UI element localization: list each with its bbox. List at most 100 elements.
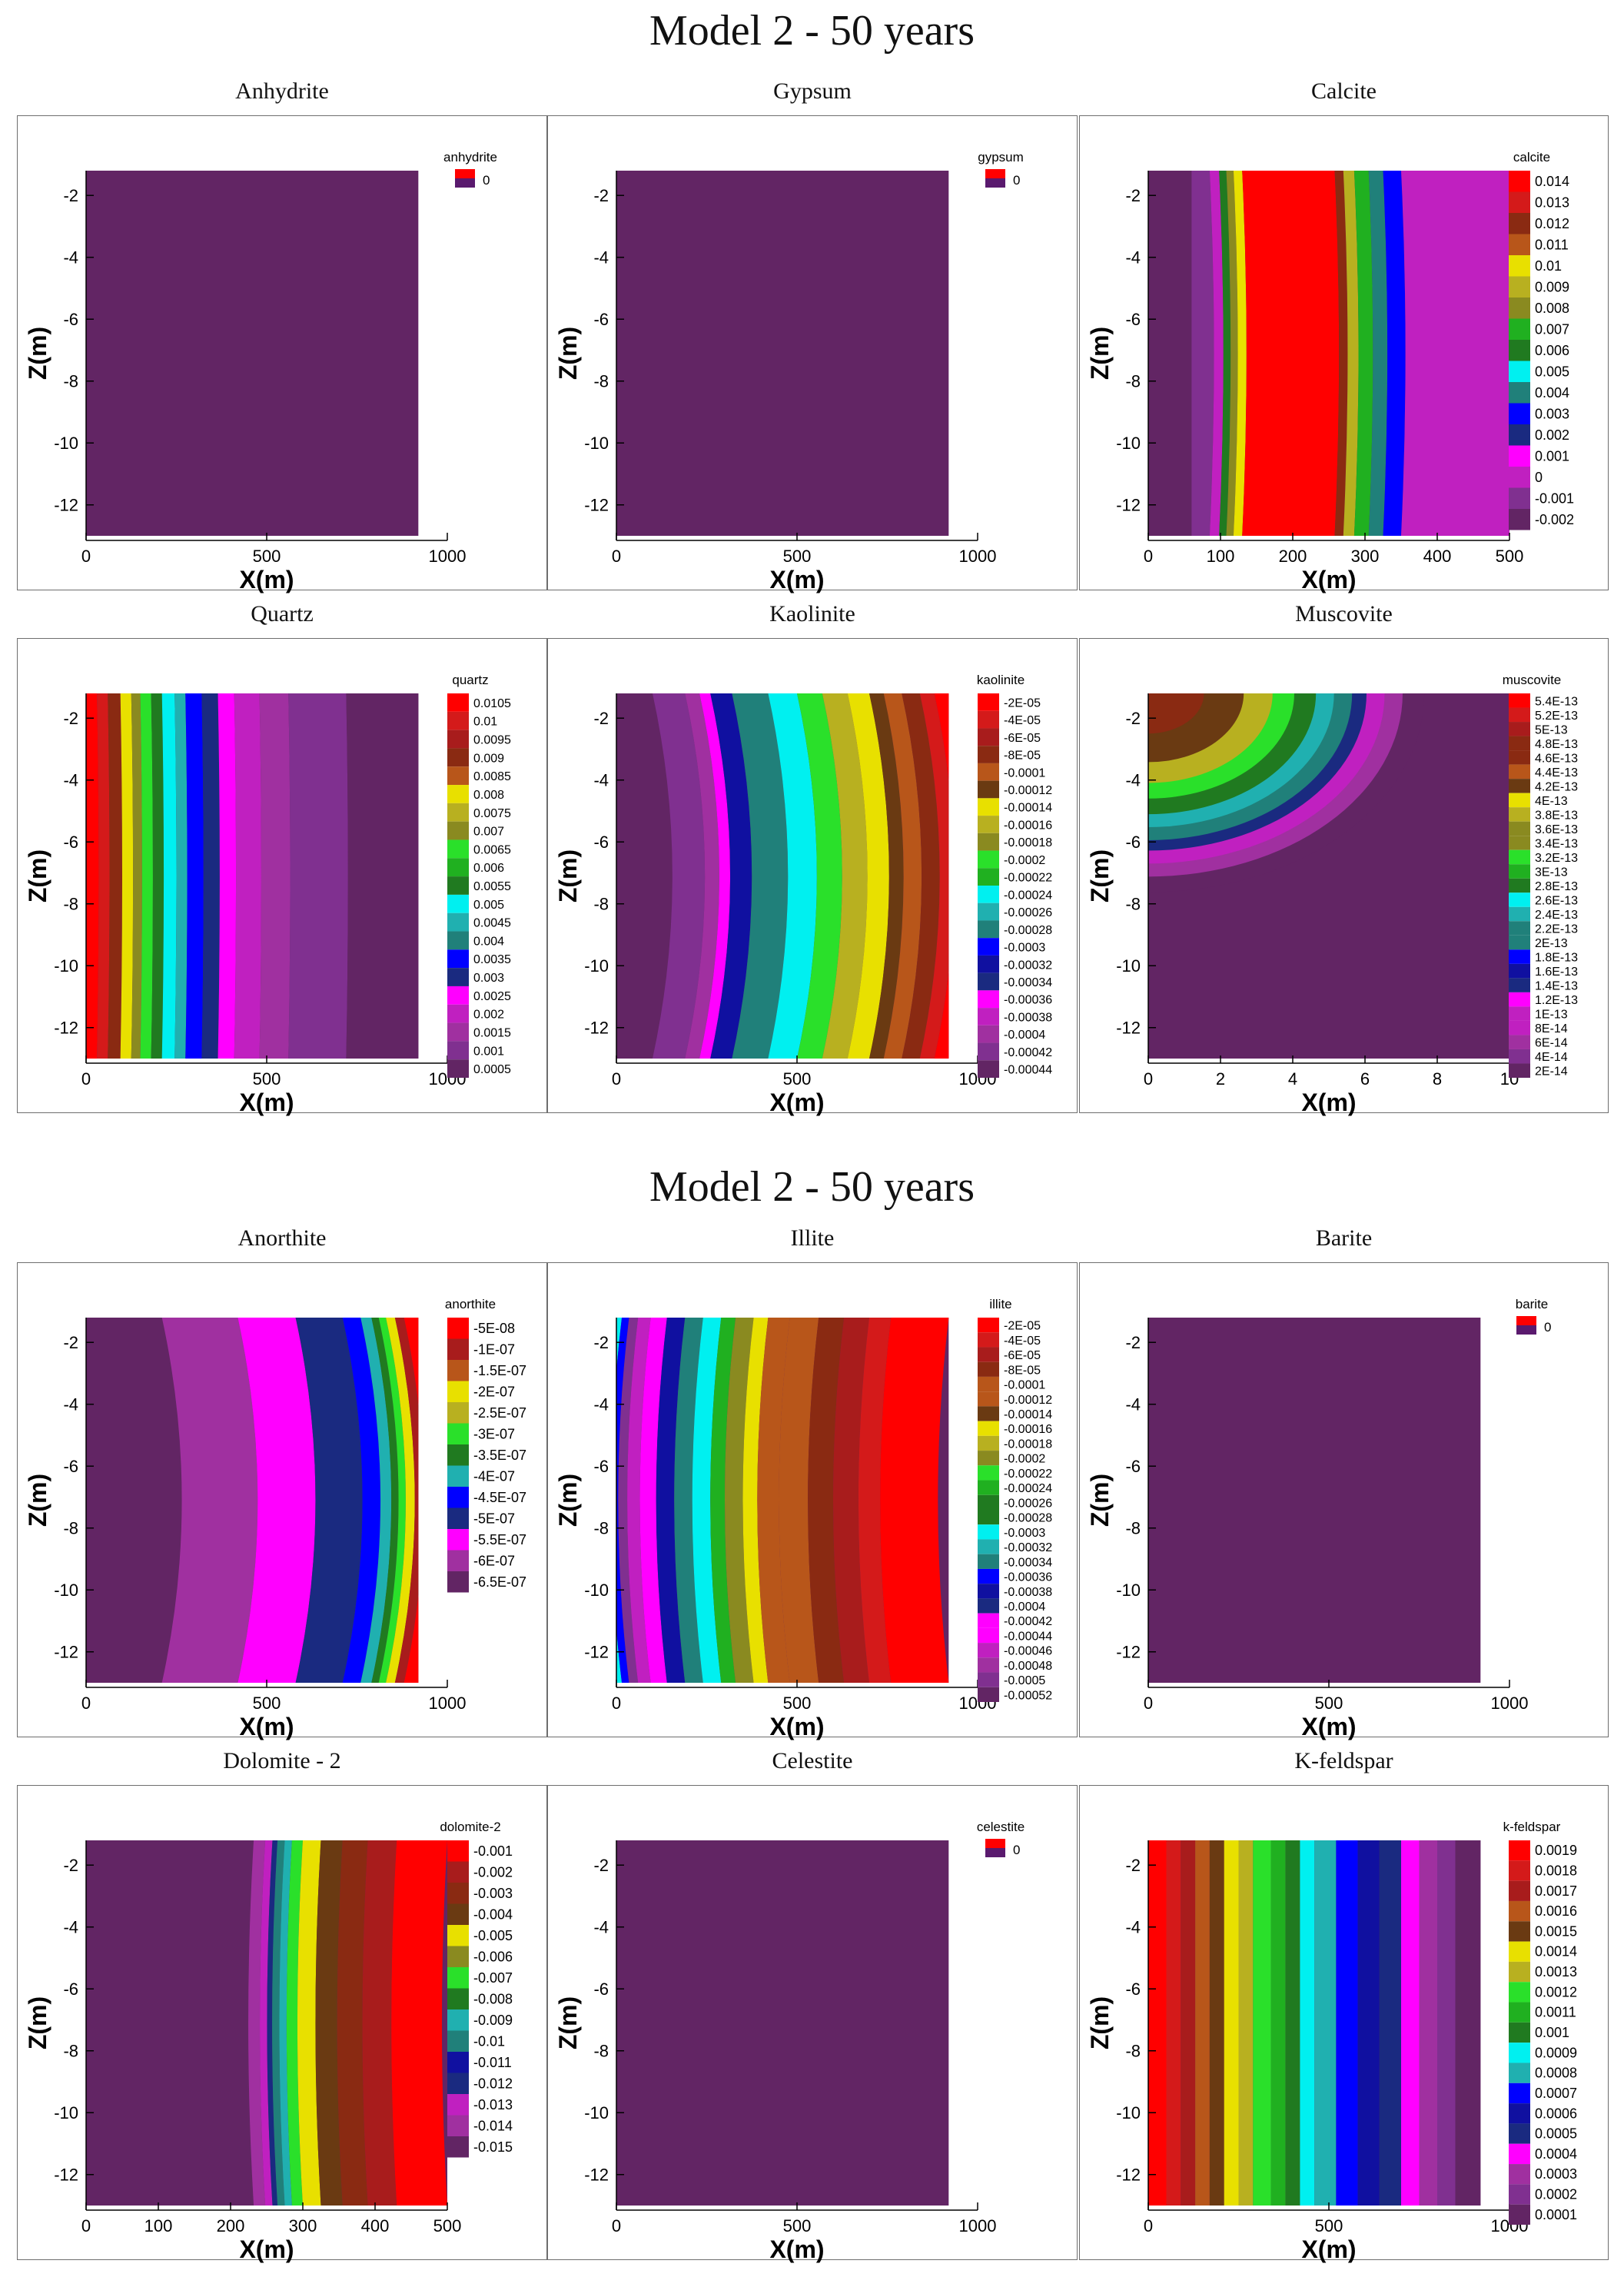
- y-axis-label: Z(m): [24, 1474, 51, 1527]
- legend-label: -0.015: [473, 2139, 513, 2155]
- legend-swatch: [978, 1598, 999, 1614]
- legend-swatch: [1509, 2184, 1530, 2205]
- legend-label: -8E-05: [1004, 750, 1041, 763]
- legend-label: -0.0004: [1004, 1029, 1045, 1042]
- legend-label: 4E-13: [1535, 795, 1568, 808]
- legend-label: -0.0004: [1004, 1601, 1045, 1614]
- legend-label: 0.008: [1535, 301, 1569, 316]
- legend-label: -0.00034: [1004, 976, 1052, 989]
- axis-lines: [1147, 693, 1509, 1064]
- plot-area: [1148, 693, 1509, 1059]
- contour-band: [1209, 1840, 1224, 2206]
- legend-swatch: [978, 1539, 999, 1554]
- legend-label: -1E-07: [473, 1341, 515, 1357]
- legend-label: 0.0045: [473, 917, 511, 930]
- legend-swatch: [1509, 234, 1530, 255]
- x-tick-label: 0: [81, 1069, 91, 1089]
- page-title-top: Model 2 - 50 years: [649, 7, 975, 55]
- contour-band: [692, 1318, 722, 1683]
- y-tick-label: -12: [1116, 1643, 1141, 1662]
- x-tick-label: 0: [81, 2216, 91, 2235]
- y-tick-label: -8: [593, 372, 609, 391]
- legend-label: 0: [1544, 1320, 1551, 1335]
- legend-swatch: [978, 1347, 999, 1362]
- legend-label: -0.00034: [1004, 1556, 1052, 1569]
- legend-swatch: [1509, 2204, 1530, 2225]
- legend-swatch: [447, 766, 469, 786]
- y-tick-label: -8: [63, 2042, 78, 2061]
- contour-band: [1343, 171, 1359, 536]
- contour-band: [259, 693, 291, 1059]
- contour-band: [616, 693, 673, 1059]
- legend-label: 4.8E-13: [1535, 738, 1578, 751]
- legend-label: -0.002: [1535, 512, 1574, 527]
- legend-swatch: [447, 2073, 469, 2094]
- contour-band: [279, 1840, 292, 2206]
- legend-swatch: [447, 931, 469, 950]
- legend-label: 0.001: [1535, 2025, 1569, 2040]
- legend-label: 0.0011: [1535, 2005, 1576, 2020]
- legend-swatch: [1509, 2043, 1530, 2063]
- legend-swatch: [1509, 1982, 1530, 2003]
- x-axis-label: X(m): [769, 2235, 824, 2263]
- panel-title-gypsum: Gypsum: [773, 78, 852, 104]
- legend-label: 2E-13: [1535, 937, 1568, 950]
- contour-band: [1314, 1840, 1337, 2206]
- legend-swatch: [1509, 836, 1530, 850]
- legend-label: 1E-13: [1535, 1009, 1568, 1022]
- legend-swatch: [1509, 893, 1530, 907]
- legend-swatch: [978, 1672, 999, 1687]
- legend-swatch: [447, 1487, 469, 1508]
- legend-swatch: [978, 1494, 999, 1510]
- legend-label: -6E-07: [473, 1553, 515, 1568]
- legend-label: 0.0015: [473, 1026, 511, 1039]
- contour-band: [201, 693, 220, 1059]
- legend-label: -0.004: [473, 1906, 513, 1922]
- chart-illite: 0 500 1000-2-4-6-8-10-12X(m)Z(m)illite-2E-…: [554, 1297, 1052, 1740]
- contour-band: [685, 693, 719, 1059]
- legend-swatch: [978, 1421, 999, 1436]
- contour-band: [161, 1318, 258, 1683]
- legend-title: quartz: [452, 673, 488, 687]
- x-tick-label: 500: [783, 547, 812, 566]
- legend-title: k-feldspar: [1503, 1820, 1561, 1834]
- legend-swatch: [1516, 1316, 1536, 1325]
- y-tick-label: -8: [1125, 1519, 1141, 1538]
- y-tick-label: -10: [584, 1581, 609, 1600]
- legend-swatch: [978, 1361, 999, 1377]
- x-tick-label: 1000: [959, 547, 997, 566]
- contour-band: [404, 1318, 419, 1683]
- legend-swatch: [1509, 878, 1530, 893]
- legend-label: 0.012: [1535, 216, 1569, 231]
- legend-label: 0.0008: [1535, 2066, 1577, 2081]
- legend-swatch: [1509, 1880, 1530, 1901]
- legend-swatch: [978, 1524, 999, 1540]
- legend-swatch: [1509, 978, 1530, 992]
- legend-swatch: [985, 1839, 1005, 1848]
- legend-label: -4E-07: [473, 1468, 515, 1484]
- legend-swatch: [1509, 1860, 1530, 1881]
- legend-label: 0.0025: [473, 990, 511, 1003]
- legend-swatch: [978, 1568, 999, 1584]
- legend-title: anorthite: [445, 1297, 496, 1311]
- y-tick-label: -6: [593, 1457, 609, 1476]
- legend-swatch: [447, 1988, 469, 2009]
- x-tick-label: 2: [1216, 1069, 1225, 1089]
- x-tick-label: 300: [1351, 547, 1380, 566]
- legend-label: -2E-05: [1004, 1320, 1041, 1333]
- y-tick-label: -10: [584, 956, 609, 976]
- legend-swatch: [1509, 707, 1530, 723]
- legend-swatch: [447, 1465, 469, 1487]
- x-tick-label: 500: [433, 2216, 462, 2235]
- y-tick-label: -2: [593, 1856, 609, 1875]
- legend-label: 0.0004: [1535, 2146, 1577, 2162]
- legend-swatch: [978, 1435, 999, 1451]
- legend-swatch: [1509, 764, 1530, 779]
- legend-label: -0.00044: [1004, 1064, 1052, 1077]
- y-tick-label: -2: [593, 186, 609, 205]
- legend-swatch: [978, 1042, 999, 1061]
- legend-swatch: [447, 1338, 469, 1360]
- legend-label: 2.6E-13: [1535, 895, 1578, 908]
- legend-label: -0.003: [473, 1886, 513, 1901]
- x-tick-label: 500: [1315, 2216, 1343, 2235]
